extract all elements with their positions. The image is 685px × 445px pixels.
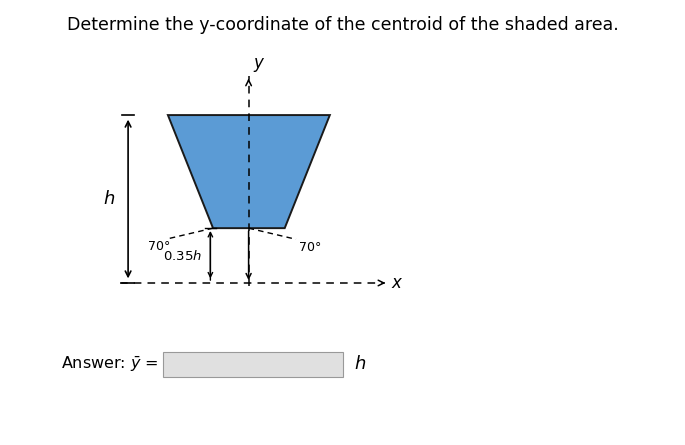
Text: $y$: $y$ — [253, 56, 265, 74]
Text: $0.35h$: $0.35h$ — [164, 249, 203, 263]
Text: Determine the y-coordinate of the centroid of the shaded area.: Determine the y-coordinate of the centro… — [66, 16, 619, 33]
Text: Answer: $\bar{y}$ =: Answer: $\bar{y}$ = — [61, 355, 158, 374]
Text: $x$: $x$ — [391, 274, 403, 292]
Text: 70°: 70° — [299, 241, 321, 254]
FancyBboxPatch shape — [162, 352, 343, 377]
Polygon shape — [168, 115, 329, 228]
Text: $h$: $h$ — [353, 356, 366, 373]
Text: 70°: 70° — [149, 240, 171, 253]
Text: $h$: $h$ — [103, 190, 115, 208]
